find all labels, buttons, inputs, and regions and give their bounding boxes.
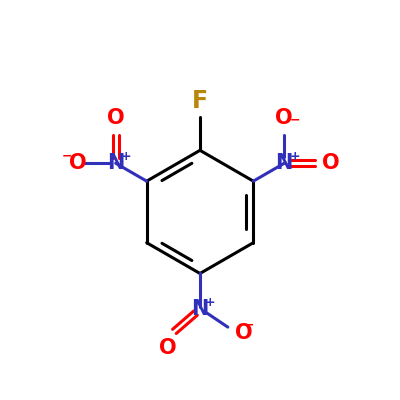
Text: O: O bbox=[276, 108, 293, 128]
Text: −: − bbox=[62, 150, 72, 163]
Text: O: O bbox=[160, 338, 177, 358]
Text: O: O bbox=[322, 153, 340, 173]
Text: +: + bbox=[205, 296, 216, 308]
Text: O: O bbox=[107, 108, 124, 128]
Text: +: + bbox=[121, 150, 131, 163]
Text: −: − bbox=[244, 319, 254, 332]
Text: O: O bbox=[69, 153, 87, 173]
Text: O: O bbox=[234, 323, 252, 343]
Text: F: F bbox=[192, 90, 208, 114]
Text: −: − bbox=[290, 113, 301, 126]
Text: N: N bbox=[276, 153, 293, 173]
Text: N: N bbox=[107, 153, 124, 173]
Text: +: + bbox=[289, 150, 300, 163]
Text: N: N bbox=[191, 299, 209, 319]
